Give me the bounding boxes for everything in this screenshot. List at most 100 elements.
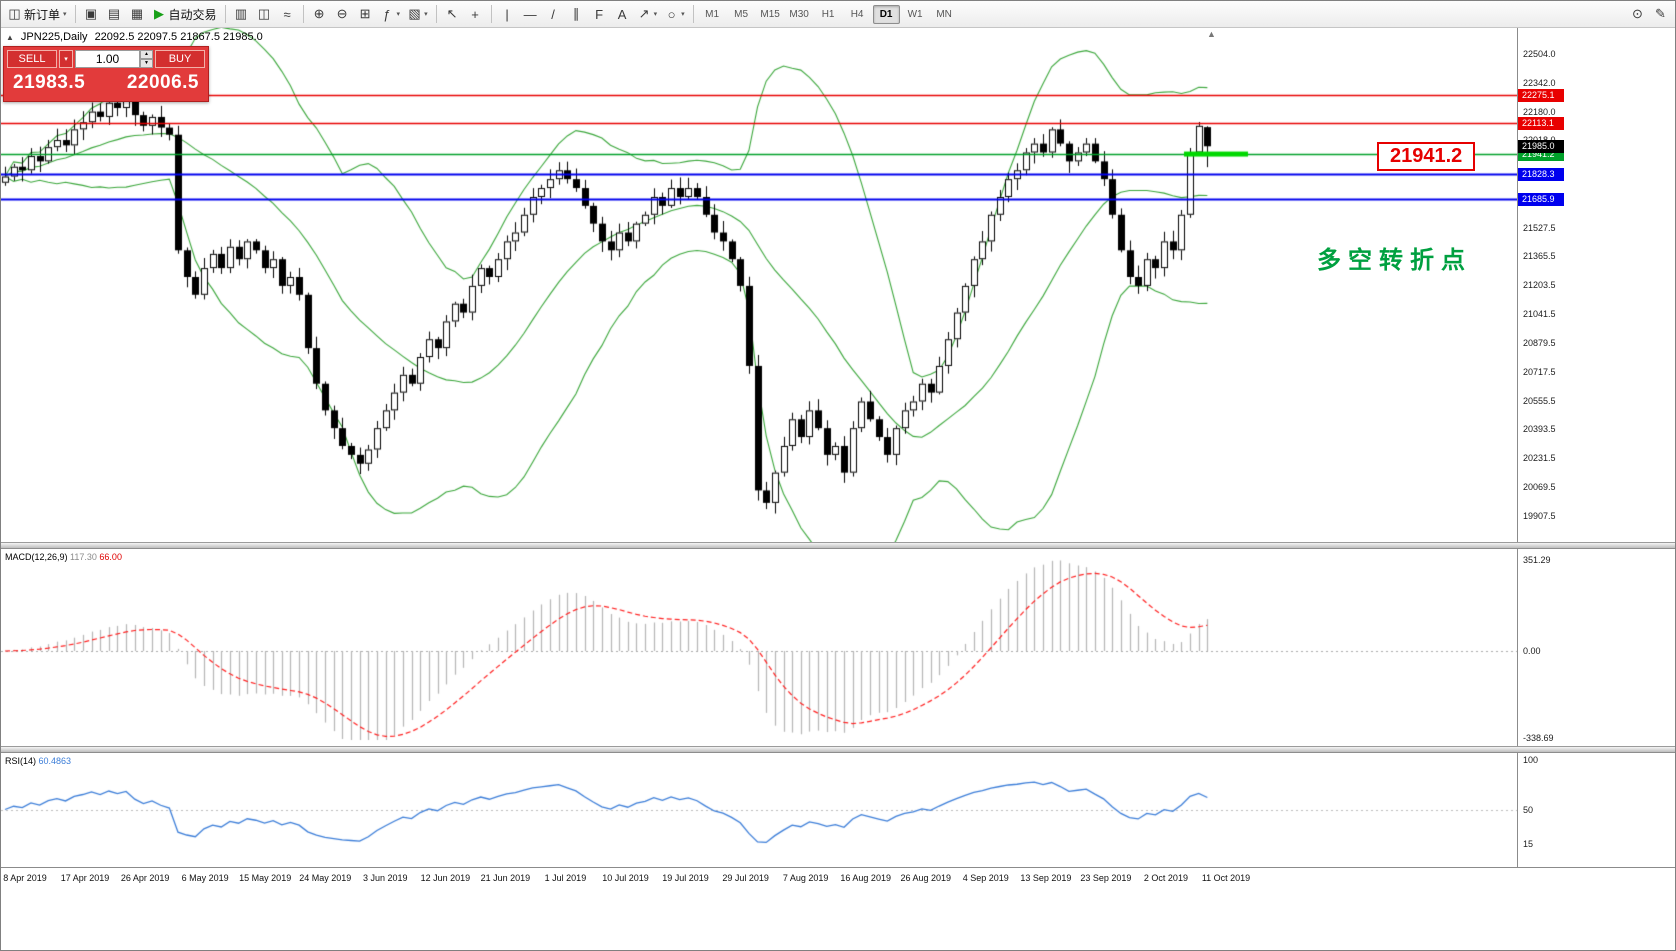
crosshair-button[interactable]: + — [464, 4, 487, 25]
zoom-in-icon: ⊕ — [313, 6, 325, 21]
price-tick-label: 21365.5 — [1523, 251, 1556, 262]
date-label: 26 Aug 2019 — [900, 873, 952, 883]
sell-price[interactable]: 21983.5 — [13, 72, 86, 93]
sell-button[interactable]: SELL — [7, 50, 57, 68]
channel-button[interactable]: ∥ — [565, 4, 588, 25]
timeframe-m5-button[interactable]: M5 — [728, 5, 755, 24]
price-tick-label: 19907.5 — [1523, 510, 1556, 521]
trendline-icon: / — [551, 6, 555, 22]
cursor-icon: ↖ — [446, 6, 458, 21]
panel-separator[interactable] — [1, 542, 1675, 549]
play-icon: ▶ — [154, 6, 165, 21]
indicators-button[interactable]: ƒ ▾ — [377, 4, 405, 25]
search-button[interactable]: ⊙ — [1626, 4, 1649, 25]
zoom-out-icon: ⊖ — [336, 6, 348, 21]
auto-trading-button[interactable]: ▶ 自动交易 — [149, 4, 221, 25]
text-label-icon: A — [617, 6, 627, 22]
buy-button[interactable]: BUY — [155, 50, 205, 68]
price-panel[interactable]: 22504.022342.022180.022018.021527.521365… — [1, 28, 1675, 542]
volume-up-button[interactable]: ▲ — [140, 50, 153, 59]
macd-tick-label: 351.29 — [1523, 555, 1551, 566]
timeframe-mn-button[interactable]: MN — [931, 5, 958, 24]
macd-canvas[interactable] — [1, 549, 1519, 746]
price-level-box: 22275.1 — [1518, 88, 1564, 102]
zoom-out-button[interactable]: ⊖ — [331, 4, 354, 25]
date-label: 8 Apr 2019 — [3, 873, 47, 883]
new-order-button[interactable]: ◫ 新订单 ▾ — [4, 4, 71, 25]
toolbar-separator — [224, 5, 226, 23]
price-chart-canvas[interactable] — [1, 28, 1519, 542]
timeframe-w1-button[interactable]: W1 — [902, 5, 929, 24]
date-label: 4 Sep 2019 — [962, 873, 1009, 883]
date-label: 17 Apr 2019 — [60, 873, 110, 883]
market-watch-button[interactable]: ▦ — [126, 4, 149, 25]
toolbar-separator — [435, 5, 437, 23]
price-tick-label: 20231.5 — [1523, 453, 1556, 464]
price-tick-label: 20069.5 — [1523, 481, 1556, 492]
horizontal-line-button[interactable]: — — [519, 4, 542, 25]
bar-chart-button[interactable]: ▥ — [230, 4, 253, 25]
shapes-button[interactable]: ○ ▾ — [661, 4, 689, 25]
rsi-tick-label: 50 — [1523, 804, 1534, 815]
date-label: 7 Aug 2019 — [782, 873, 829, 883]
tile-windows-icon: ⊞ — [359, 6, 371, 21]
panel-separator[interactable] — [1, 746, 1675, 753]
arrows-button[interactable]: ↗ ▾ — [634, 4, 662, 25]
macd-axis[interactable]: 351.29 0.00 -338.69 — [1517, 549, 1675, 746]
order-type-dropdown[interactable]: ▾ — [59, 50, 73, 68]
timeframe-m15-button[interactable]: M15 — [757, 5, 784, 24]
price-tick-label: 21203.5 — [1523, 280, 1556, 291]
chevron-down-icon: ▾ — [424, 11, 428, 18]
search-icon: ⊙ — [1632, 6, 1643, 21]
price-tick-label: 20393.5 — [1523, 424, 1556, 435]
text-label-button[interactable]: A — [611, 4, 634, 25]
chart-profiles-icon: ▤ — [107, 6, 121, 21]
cursor-button[interactable]: ↖ — [441, 4, 464, 25]
new-order-button-label: 新订单 — [24, 7, 61, 22]
shapes-icon: ○ — [667, 6, 676, 22]
rsi-tick-label: 100 — [1523, 755, 1539, 765]
date-label: 11 Oct 2019 — [1201, 873, 1251, 883]
chart-shift-marker[interactable]: ▲ — [1207, 29, 1216, 39]
vertical-line-icon: | — [505, 6, 509, 22]
volume-control: ▲ ▼ — [75, 50, 153, 68]
vertical-line-button[interactable]: | — [496, 4, 519, 25]
zoom-in-button[interactable]: ⊕ — [308, 4, 331, 25]
templates-button[interactable]: ▧ ▾ — [404, 4, 432, 25]
timeframe-h1-button[interactable]: H1 — [815, 5, 842, 24]
ohlc-values: 22092.5 22097.5 21867.5 21985.0 — [94, 31, 263, 43]
date-label: 10 Jul 2019 — [602, 873, 649, 883]
trendline-button[interactable]: / — [542, 4, 565, 25]
timeframe-d1-button[interactable]: D1 — [872, 4, 900, 24]
line-chart-button[interactable]: ≈ — [276, 4, 299, 25]
timeframe-m30-button[interactable]: M30 — [786, 5, 813, 24]
fibonacci-button[interactable]: F — [588, 4, 611, 25]
tile-windows-button[interactable]: ⊞ — [354, 4, 377, 25]
candlestick-chart-button[interactable]: ◫ — [253, 4, 276, 25]
edit-button[interactable]: ✎ — [1649, 4, 1672, 25]
crosshair-icon: + — [471, 6, 479, 22]
macd-label: MACD(12,26,9) 117.30 66.00 — [5, 552, 122, 562]
price-axis[interactable]: 22504.022342.022180.022018.021527.521365… — [1517, 28, 1675, 542]
toolbar-separator — [302, 5, 304, 23]
price-tick-label: 20879.5 — [1523, 337, 1556, 348]
chart-title: ▲ JPN225,Daily 22092.5 22097.5 21867.5 2… — [6, 31, 263, 43]
macd-panel[interactable]: 351.29 0.00 -338.69 MACD(12,26,9) 117.30 6… — [1, 549, 1675, 746]
one-click-trading-panel: SELL ▾ ▲ ▼ BUY 21983.5 22006.5 — [3, 46, 209, 102]
collapse-arrow-icon[interactable]: ▲ — [6, 32, 14, 42]
new-chart-button[interactable]: ▣ — [80, 4, 103, 25]
date-axis[interactable]: 8 Apr 2019 17 Apr 2019 26 Apr 2019 6 May 20… — [1, 867, 1675, 889]
timeframe-h4-button[interactable]: H4 — [844, 5, 871, 24]
volume-down-button[interactable]: ▼ — [140, 59, 153, 68]
rsi-canvas[interactable] — [1, 753, 1519, 867]
rsi-axis[interactable]: 100 50 15 — [1517, 753, 1675, 867]
volume-input[interactable] — [75, 50, 140, 68]
buy-price[interactable]: 22006.5 — [126, 72, 199, 93]
indicators-icon: ƒ — [383, 6, 391, 22]
chevron-down-icon: ▾ — [681, 11, 685, 18]
chart-profiles-button[interactable]: ▤ — [103, 4, 126, 25]
timeframe-m1-button[interactable]: M1 — [699, 5, 726, 24]
macd-name: MACD(12,26,9) — [5, 552, 68, 562]
rsi-panel[interactable]: 100 50 15 RSI(14) 60.4863 — [1, 753, 1675, 867]
